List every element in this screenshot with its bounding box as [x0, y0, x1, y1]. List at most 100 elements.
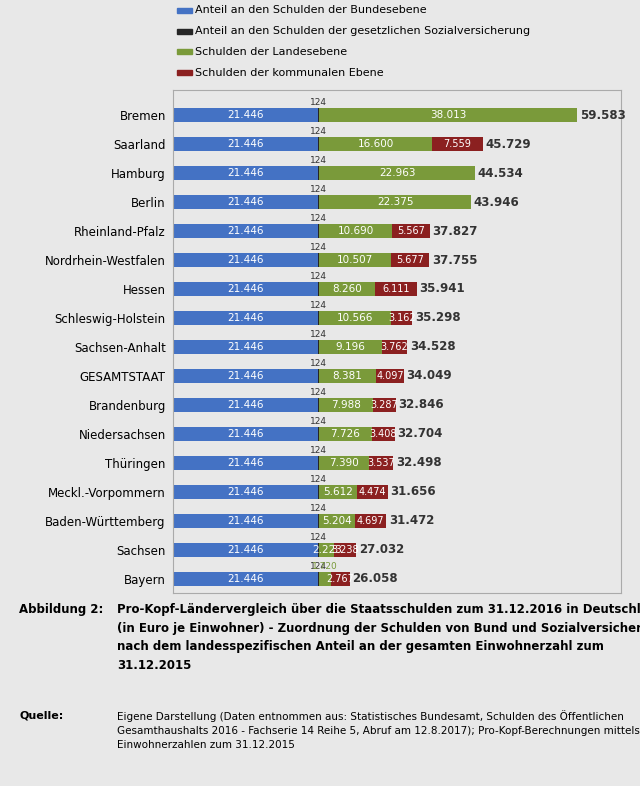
Text: 10.690: 10.690: [337, 226, 374, 236]
Bar: [391, 310, 412, 325]
Bar: [177, 8, 192, 13]
Text: Schulden der Landesebene: Schulden der Landesebene: [195, 47, 347, 57]
Bar: [177, 50, 192, 54]
Text: 21.446: 21.446: [227, 400, 264, 410]
Text: 124: 124: [310, 387, 327, 397]
Text: Anteil an den Schulden der Bundesebene: Anteil an den Schulden der Bundesebene: [195, 6, 426, 16]
Text: 21.446: 21.446: [227, 139, 264, 149]
Bar: [318, 310, 319, 325]
Text: 10.507: 10.507: [337, 255, 373, 265]
Bar: [173, 340, 318, 354]
Bar: [318, 514, 319, 528]
Bar: [173, 571, 318, 586]
Text: 9.196: 9.196: [335, 342, 365, 352]
Bar: [355, 514, 387, 528]
Text: 21.446: 21.446: [227, 313, 264, 323]
Bar: [173, 485, 318, 499]
Bar: [318, 456, 319, 470]
Bar: [173, 542, 318, 557]
Bar: [319, 340, 381, 354]
Text: 7.988: 7.988: [332, 400, 361, 410]
Text: 34.528: 34.528: [410, 340, 456, 354]
Bar: [318, 340, 319, 354]
Text: Anteil an den Schulden der gesetzlichen Sozialversicherung: Anteil an den Schulden der gesetzlichen …: [195, 26, 530, 36]
Text: 21.446: 21.446: [227, 226, 264, 236]
Text: 21.446: 21.446: [227, 429, 264, 439]
Text: 1.720: 1.720: [312, 561, 338, 571]
Text: 124: 124: [310, 417, 327, 425]
Bar: [173, 137, 318, 151]
Text: 124: 124: [310, 185, 327, 193]
Text: 124: 124: [310, 475, 327, 483]
Text: 21.446: 21.446: [227, 516, 264, 526]
Bar: [173, 456, 318, 470]
Text: Eigene Darstellung (Daten entnommen aus: Statistisches Bundesamt, Schulden des Ö: Eigene Darstellung (Daten entnommen aus:…: [117, 711, 640, 751]
Text: 5.567: 5.567: [397, 226, 424, 236]
Text: 2.767: 2.767: [326, 574, 354, 584]
Text: 3.762: 3.762: [381, 342, 408, 352]
Bar: [318, 398, 319, 412]
Text: 21.446: 21.446: [227, 342, 264, 352]
Bar: [173, 398, 318, 412]
Text: 124: 124: [310, 561, 327, 571]
Text: Quelle:: Quelle:: [19, 711, 63, 721]
Text: 124: 124: [310, 272, 327, 281]
Text: 31.656: 31.656: [390, 486, 436, 498]
Bar: [318, 195, 319, 209]
Text: 21.446: 21.446: [227, 168, 264, 178]
Text: 7.726: 7.726: [330, 429, 360, 439]
Bar: [173, 108, 318, 123]
Text: 3.162: 3.162: [388, 313, 415, 323]
Bar: [318, 224, 319, 238]
Bar: [173, 195, 318, 209]
Bar: [376, 369, 404, 384]
Text: 124: 124: [310, 504, 327, 512]
Text: 124: 124: [310, 446, 327, 454]
Text: 124: 124: [310, 533, 327, 542]
Text: 3.537: 3.537: [367, 458, 396, 468]
Text: 4.474: 4.474: [358, 487, 387, 497]
Text: 45.729: 45.729: [486, 138, 532, 151]
Text: 124: 124: [310, 243, 327, 252]
Text: 3.287: 3.287: [371, 400, 399, 410]
Text: 124: 124: [310, 358, 327, 368]
Text: 3.408: 3.408: [369, 429, 397, 439]
Bar: [357, 485, 388, 499]
Bar: [392, 224, 429, 238]
Text: 27.032: 27.032: [359, 543, 404, 556]
Text: 8.260: 8.260: [332, 284, 362, 294]
Text: 16.600: 16.600: [357, 139, 394, 149]
Bar: [173, 514, 318, 528]
Bar: [173, 281, 318, 296]
Bar: [319, 310, 391, 325]
Bar: [318, 281, 319, 296]
Text: 38.013: 38.013: [430, 110, 467, 120]
Text: 32.846: 32.846: [399, 399, 444, 412]
Text: 124: 124: [310, 97, 327, 107]
Text: 44.534: 44.534: [478, 167, 524, 179]
Bar: [173, 427, 318, 441]
Text: 6.111: 6.111: [382, 284, 410, 294]
Text: 2.223: 2.223: [312, 545, 342, 555]
Bar: [375, 281, 417, 296]
Text: 35.941: 35.941: [419, 282, 465, 296]
Bar: [318, 542, 319, 557]
Bar: [173, 310, 318, 325]
Text: Pro-Kopf-Ländervergleich über die Staatsschulden zum 31.12.2016 in Deutschland
(: Pro-Kopf-Ländervergleich über die Staats…: [117, 603, 640, 671]
Bar: [381, 340, 407, 354]
Text: 21.446: 21.446: [227, 110, 264, 120]
Text: 7.559: 7.559: [444, 139, 472, 149]
Bar: [319, 195, 471, 209]
Text: 4.097: 4.097: [376, 371, 404, 381]
Bar: [319, 427, 372, 441]
Text: 124: 124: [310, 329, 327, 339]
Bar: [173, 166, 318, 180]
Text: 32.704: 32.704: [397, 428, 443, 440]
Text: 21.446: 21.446: [227, 574, 264, 584]
Bar: [318, 369, 319, 384]
Bar: [369, 456, 394, 470]
Text: 5.677: 5.677: [396, 255, 424, 265]
Text: 32.498: 32.498: [396, 457, 442, 469]
Text: 35.298: 35.298: [415, 311, 461, 325]
Bar: [319, 456, 369, 470]
